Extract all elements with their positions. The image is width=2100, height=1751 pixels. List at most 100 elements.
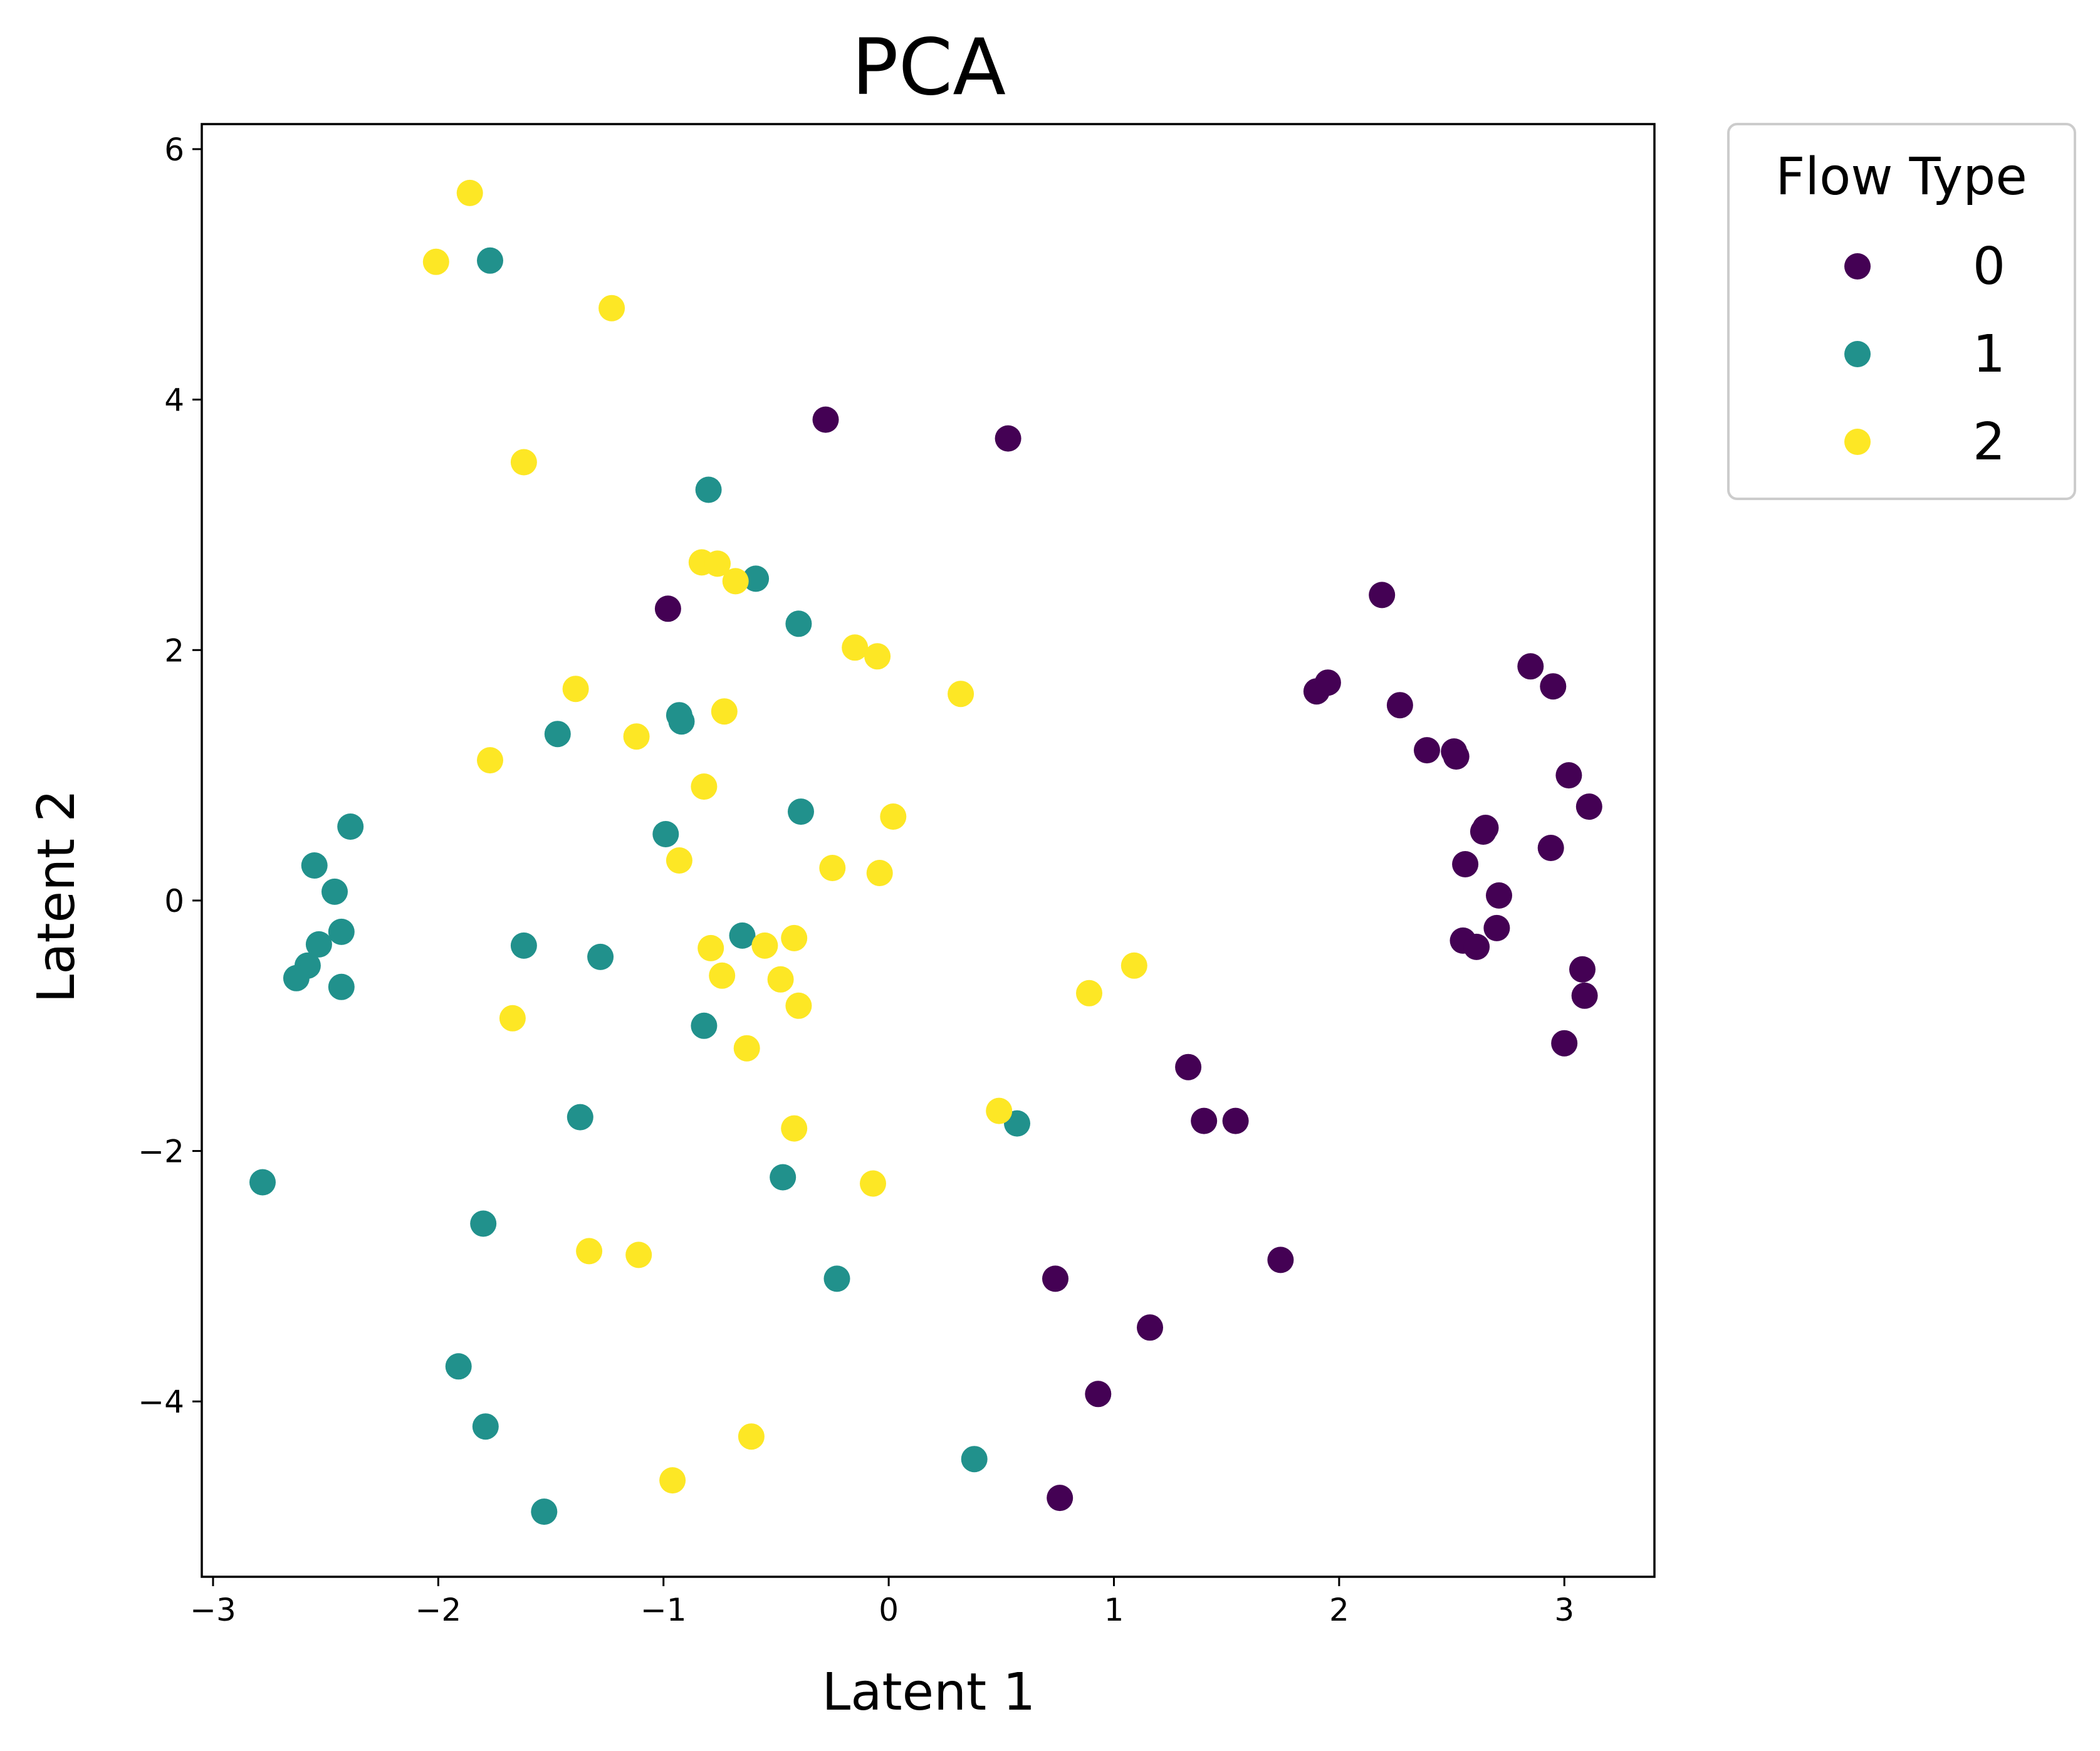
scatter-point-series-2-28	[733, 1035, 760, 1062]
scatter-point-series-2-25	[1121, 952, 1147, 979]
scatter-point-series-2-26	[1076, 980, 1102, 1006]
chart-title: PCA	[852, 23, 1006, 113]
scatter-point-series-1-0	[477, 247, 503, 274]
legend-marker-2	[1844, 429, 1871, 455]
scatter-point-series-0-11	[1540, 673, 1567, 700]
scatter-point-series-0-6	[1386, 692, 1413, 719]
scatter-point-series-1-13	[305, 931, 332, 958]
scatter-point-series-2-33	[625, 1241, 652, 1268]
scatter-point-series-2-1	[422, 248, 449, 275]
scatter-point-series-1-1	[695, 476, 722, 503]
legend: Flow Type 0 1 2	[1727, 123, 2076, 500]
scatter-point-series-2-0	[456, 179, 483, 206]
legend-entries: 0 1 2	[1844, 237, 2005, 472]
scatter-point-series-0-23	[1571, 982, 1598, 1009]
scatter-point-series-0-15	[1472, 815, 1499, 841]
legend-box	[1727, 123, 2076, 500]
scatter-point-series-1-21	[567, 1104, 593, 1131]
scatter-point-series-0-7	[1414, 737, 1440, 764]
x-tick-label: −3	[190, 1592, 236, 1628]
scatter-point-series-2-17	[819, 855, 846, 881]
y-axis-label: Latent 2	[27, 790, 86, 1003]
scatter-point-series-0-29	[1042, 1265, 1068, 1292]
scatter-point-series-0-3	[1369, 582, 1396, 609]
scatter-point-series-0-21	[1463, 933, 1490, 960]
x-tick-label: 1	[1104, 1592, 1124, 1628]
scatter-point-series-1-5	[668, 708, 695, 735]
scatter-point-series-2-22	[709, 962, 736, 989]
scatter-point-series-2-16	[666, 847, 692, 874]
y-axis-ticks: 6 4 2 0 −2 −4	[138, 132, 202, 1420]
scatter-point-series-2-18	[866, 860, 893, 886]
scatter-point-series-0-19	[1483, 914, 1510, 941]
scatter-point-series-0-5	[1314, 669, 1341, 696]
scatter-point-series-1-28	[472, 1413, 499, 1440]
scatter-point-series-1-15	[283, 964, 310, 991]
scatter-point-series-2-13	[477, 747, 503, 774]
plot-area	[201, 123, 1656, 1578]
y-tick-label: −2	[138, 1134, 184, 1170]
y-tick-label: 6	[164, 132, 184, 168]
scatter-point-series-1-9	[652, 821, 679, 847]
scatter-point-series-1-3	[785, 610, 812, 637]
x-tick-label: −2	[415, 1592, 461, 1628]
scatter-point-series-1-30	[531, 1498, 558, 1525]
scatter-point-series-1-27	[445, 1353, 472, 1380]
scatter-point-series-2-2	[598, 295, 625, 321]
scatter-point-series-2-11	[623, 723, 650, 750]
scatter-point-series-1-25	[470, 1210, 497, 1237]
scatter-point-series-2-29	[781, 1115, 808, 1142]
scatter-point-series-2-21	[697, 934, 724, 961]
scatter-point-series-1-18	[587, 943, 614, 970]
scatter-point-series-1-20	[691, 1012, 718, 1039]
scatter-point-series-1-10	[788, 798, 814, 825]
scatter-point-series-0-0	[812, 406, 839, 433]
scatter-point-series-2-5	[704, 550, 731, 577]
scatter-point-series-0-24	[1551, 1030, 1578, 1057]
scatter-point-series-0-12	[1555, 762, 1582, 789]
scatter-point-series-1-29	[961, 1446, 988, 1473]
scatter-point-series-1-12	[328, 918, 355, 945]
scatter-point-series-0-31	[1085, 1381, 1112, 1408]
legend-label-0: 0	[1973, 237, 2005, 296]
scatter-point-series-2-6	[722, 568, 749, 595]
scatter-point-series-0-16	[1537, 835, 1564, 861]
scatter-point-series-2-31	[860, 1170, 886, 1197]
y-tick-label: 2	[164, 632, 184, 669]
scatter-point-series-2-19	[781, 924, 808, 951]
scatter-point-series-2-23	[767, 966, 794, 993]
x-tick-label: 2	[1329, 1592, 1349, 1628]
legend-label-2: 2	[1973, 412, 2005, 472]
scatter-point-series-2-3	[510, 449, 537, 476]
scatter-point-series-2-35	[659, 1467, 686, 1494]
scatter-point-series-2-14	[691, 773, 718, 800]
scatter-point-series-0-9	[1443, 743, 1470, 770]
scatter-point-series-2-20	[751, 932, 778, 959]
scatter-point-series-2-7	[842, 634, 869, 661]
scatter-point-series-2-15	[880, 803, 907, 830]
scatter-point-series-1-6	[544, 721, 571, 748]
scatter-point-series-0-10	[1517, 653, 1544, 680]
y-tick-label: −4	[138, 1384, 184, 1420]
scatter-point-series-0-30	[1137, 1314, 1163, 1341]
x-axis-label: Latent 1	[822, 1663, 1036, 1722]
scatter-point-series-1-26	[823, 1265, 850, 1292]
scatter-point-series-0-27	[1222, 1107, 1249, 1134]
scatter-point-series-2-12	[711, 698, 738, 725]
scatter-point-series-1-23	[770, 1164, 797, 1191]
scatter-point-series-1-2	[743, 565, 770, 592]
scatter-point-series-1-24	[249, 1169, 276, 1196]
scatter-point-series-1-11	[321, 878, 348, 905]
scatter-point-series-1-19	[729, 922, 756, 949]
scatter-point-series-2-8	[864, 643, 891, 670]
scatter-point-series-0-22	[1569, 956, 1596, 983]
x-tick-label: 3	[1554, 1592, 1574, 1628]
legend-marker-1	[1844, 341, 1871, 367]
legend-label-1: 1	[1973, 325, 2005, 384]
scatter-point-series-2-32	[576, 1238, 603, 1265]
scatter-point-series-0-17	[1452, 851, 1479, 877]
scatter-point-series-1-16	[328, 973, 355, 1000]
scatter-point-series-2-34	[738, 1423, 765, 1450]
y-tick-label: 4	[164, 382, 184, 419]
